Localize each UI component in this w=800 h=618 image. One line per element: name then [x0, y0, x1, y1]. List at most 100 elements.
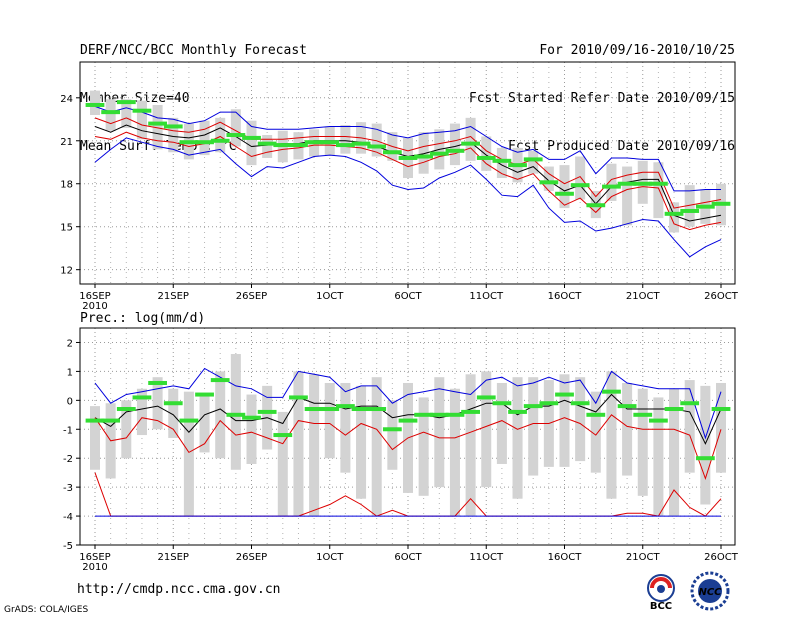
series-spread-high: [94, 414, 722, 481]
median-marker: [429, 412, 449, 417]
ensemble-box: [246, 394, 257, 464]
series-mean: [94, 393, 722, 445]
ensemble-box: [653, 397, 664, 517]
ensemble-box: [606, 163, 617, 201]
ensemble-box: [481, 136, 492, 171]
x-tick-label: 1OCT: [316, 552, 344, 563]
ensemble-box: [575, 156, 586, 200]
ensemble-box: [183, 391, 194, 517]
median-marker: [382, 427, 402, 432]
x-tick-label: 6OCT: [394, 552, 422, 563]
median-marker: [163, 124, 183, 129]
precip-label: Prec.: log(mm/d): [80, 311, 206, 326]
median-marker: [351, 141, 371, 146]
ensemble-box: [246, 120, 257, 166]
series-envelope-high: [94, 105, 721, 192]
ensemble-box: [622, 166, 633, 226]
median-marker: [85, 418, 105, 423]
x-tick-label: 21OCT: [626, 291, 661, 302]
series-envelope-high: [94, 367, 722, 440]
x-tick-label: 16SEP: [79, 552, 110, 563]
x-tick-label: 21SEP: [158, 552, 189, 563]
median-marker: [179, 140, 199, 145]
median-marker: [649, 418, 668, 423]
ensemble-box: [136, 100, 147, 140]
median-marker: [85, 102, 105, 107]
ensemble-box: [669, 388, 680, 517]
footer-url[interactable]: http://cmdp.ncc.cma.gov.cn: [77, 582, 281, 597]
median-marker: [492, 158, 512, 163]
y-tick-label: 24: [60, 94, 73, 105]
median-marker: [336, 143, 355, 148]
y-tick-label: 12: [60, 266, 73, 277]
ensemble-box: [559, 165, 570, 209]
ensemble-box: [637, 388, 648, 496]
median-marker: [116, 100, 136, 105]
median-marker: [476, 395, 496, 400]
x-tick-sublabel: 2010: [82, 562, 107, 573]
ensemble-box: [340, 382, 351, 473]
median-marker: [492, 401, 512, 406]
x-tick-label: 1OCT: [316, 291, 344, 302]
median-marker: [226, 412, 246, 417]
ensemble-box: [324, 382, 335, 459]
x-tick-label: 26OCT: [704, 552, 739, 563]
ensemble-box: [684, 185, 695, 227]
ensemble-box: [622, 382, 633, 476]
median-marker: [508, 163, 527, 168]
header-produced-date: Fcst Produced Date 2010/09/16: [508, 139, 735, 154]
x-tick-label: 11OCT: [469, 552, 504, 563]
y-tick-label: 1: [67, 367, 73, 378]
median-marker: [523, 404, 543, 409]
ensemble-box: [496, 147, 507, 179]
ensemble-box: [387, 400, 398, 470]
median-marker: [273, 143, 293, 148]
ensemble-box: [559, 374, 570, 467]
median-marker: [445, 412, 465, 417]
ensemble-box: [168, 388, 179, 438]
median-marker: [711, 407, 731, 412]
header-title: DERF/NCC/BCC Monthly Forecast: [80, 43, 307, 58]
median-marker: [210, 378, 230, 383]
median-marker: [398, 418, 418, 423]
median-marker: [257, 141, 277, 146]
median-marker: [367, 407, 387, 412]
median-marker: [633, 181, 653, 186]
ensemble-box: [262, 135, 273, 158]
y-tick-label: 15: [60, 223, 73, 234]
median-marker: [664, 407, 684, 412]
ensemble-box: [105, 99, 116, 131]
median-marker: [586, 412, 606, 417]
median-marker: [132, 395, 152, 400]
median-marker: [695, 456, 715, 461]
median-marker: [351, 407, 371, 412]
ensemble-box: [418, 397, 429, 496]
median-marker: [242, 135, 261, 140]
y-tick-label: 0: [67, 396, 73, 407]
median-marker: [570, 183, 590, 188]
median-marker: [414, 154, 434, 159]
median-marker: [320, 140, 340, 145]
ensemble-box: [465, 117, 476, 161]
ensemble-box: [481, 371, 492, 488]
median-marker: [586, 203, 606, 208]
x-tick-label: 16OCT: [548, 552, 583, 563]
plot-frame: [79, 61, 736, 285]
ensemble-box: [465, 374, 476, 517]
median-marker: [711, 201, 731, 206]
ensemble-box: [590, 391, 601, 473]
ensemble-box: [121, 99, 132, 128]
median-marker: [273, 433, 293, 438]
median-marker: [242, 415, 261, 420]
ensemble-box: [277, 411, 288, 517]
median-marker: [257, 409, 277, 414]
ensemble-box: [700, 385, 711, 505]
x-tick-label: 26SEP: [236, 552, 267, 563]
median-marker: [508, 409, 527, 414]
y-tick-label: 21: [60, 137, 73, 148]
median-marker: [367, 144, 387, 149]
bcc-logo-icon: BCC: [647, 574, 675, 611]
ensemble-box: [356, 385, 367, 499]
median-marker: [523, 157, 543, 162]
